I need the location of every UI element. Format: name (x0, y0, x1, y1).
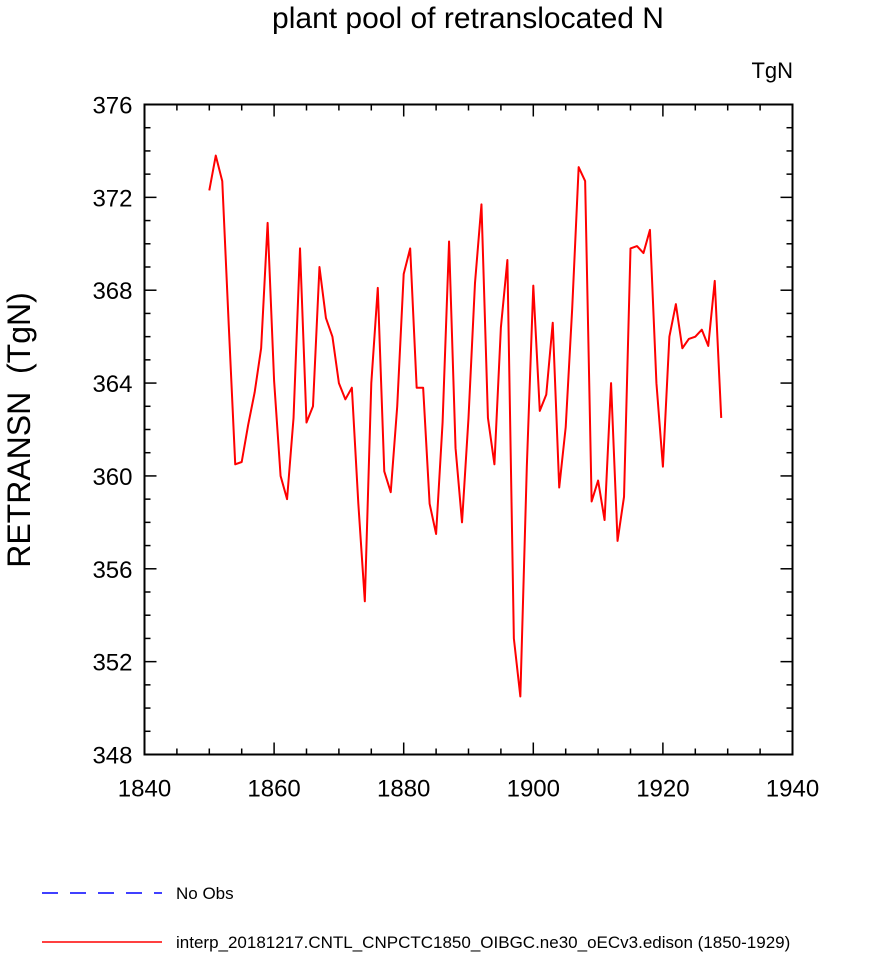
y-tick-label: 348 (92, 743, 132, 770)
legend: No Obs interp_20181217.CNTL_CNPCTC1850_OI… (42, 884, 790, 952)
legend-label-0: No Obs (176, 884, 234, 903)
series-line-1 (208, 154, 723, 698)
y-tick-label: 372 (92, 185, 132, 212)
axis-tick-labels: 1840 1860 1880 1900 1920 1940 348 352 356 360 364 3… (92, 93, 819, 803)
y-tick-label: 376 (92, 93, 132, 120)
chart-title: plant pool of retranslocated N (272, 2, 664, 35)
y-tick-label: 356 (92, 557, 132, 584)
y-tick-label: 360 (92, 464, 132, 491)
y-tick-label: 352 (92, 650, 132, 677)
units-label: TgN (751, 58, 793, 83)
y-tick-label: 368 (92, 278, 132, 305)
x-tick-label: 1900 (507, 776, 560, 803)
series-layer (208, 154, 723, 698)
legend-label-1: interp_20181217.CNTL_CNPCTC1850_OIBGC.ne… (176, 933, 790, 952)
y-tick-label: 364 (92, 371, 132, 398)
x-tick-label: 1840 (118, 776, 171, 803)
axis-ticks (143, 103, 794, 756)
x-tick-label: 1880 (377, 776, 430, 803)
x-tick-label: 1920 (636, 776, 689, 803)
x-tick-label: 1940 (766, 776, 819, 803)
x-tick-label: 1860 (247, 776, 300, 803)
y-axis-label: RETRANSN (TgN) (1, 292, 37, 568)
